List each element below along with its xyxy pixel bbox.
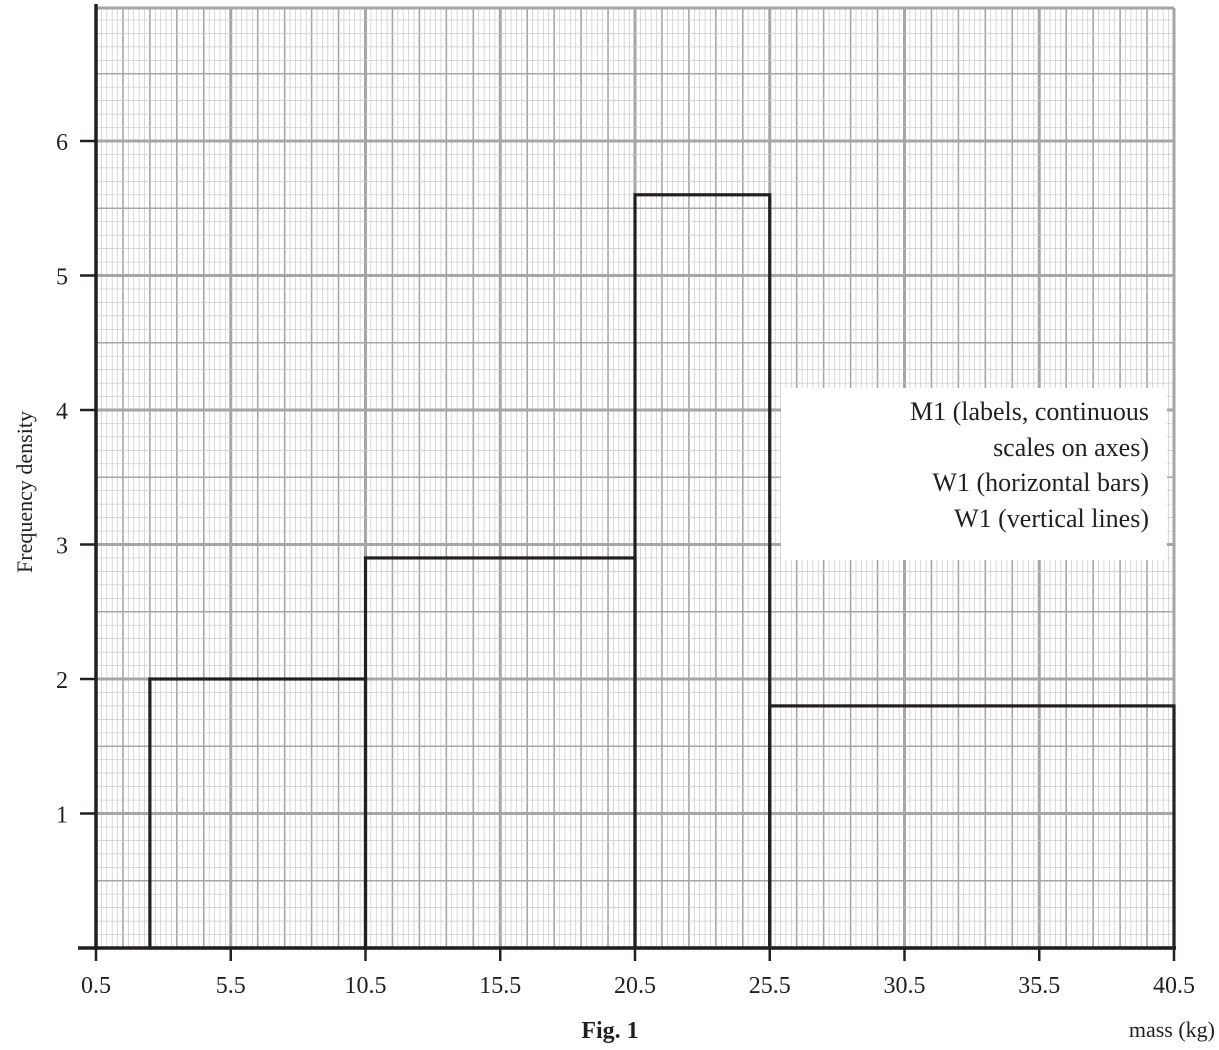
y-tick-label: 1 <box>56 803 68 829</box>
x-tick-label: 40.5 <box>1153 973 1195 999</box>
y-tick-label: 6 <box>56 130 68 156</box>
marking-note: M1 (labels, continuous scales on axes) W… <box>781 388 1167 560</box>
x-tick-label: 30.5 <box>884 973 926 999</box>
x-tick-label: 15.5 <box>479 973 521 999</box>
tick-labels: 0.5 5.5 10.5 15.5 20.5 25.5 30.5 35.5 40.5 1 2 3 4 5 6 <box>56 130 1195 999</box>
chart-axes <box>78 4 1176 961</box>
marking-note-line: scales on axes) <box>993 432 1149 462</box>
y-tick-label: 4 <box>56 399 68 425</box>
x-tick-label: 0.5 <box>81 973 111 999</box>
x-tick-label: 25.5 <box>749 973 791 999</box>
x-tick-label: 35.5 <box>1018 973 1060 999</box>
y-tick-label: 2 <box>56 668 68 694</box>
y-axis-label: Frequency density <box>12 411 37 573</box>
x-tick-label: 10.5 <box>345 973 387 999</box>
marking-note-line: W1 (horizontal bars) <box>932 468 1149 497</box>
x-tick-label: 5.5 <box>216 973 246 999</box>
figure-caption: Fig. 1 <box>581 1018 639 1044</box>
x-axis-label: mass (kg) <box>1128 1017 1215 1042</box>
marking-note-line: M1 (labels, continuous <box>909 397 1149 426</box>
marking-note-line: W1 (vertical lines) <box>954 503 1149 533</box>
x-tick-label: 20.5 <box>614 973 656 999</box>
y-tick-label: 5 <box>56 265 68 291</box>
y-tick-label: 3 <box>56 534 68 560</box>
